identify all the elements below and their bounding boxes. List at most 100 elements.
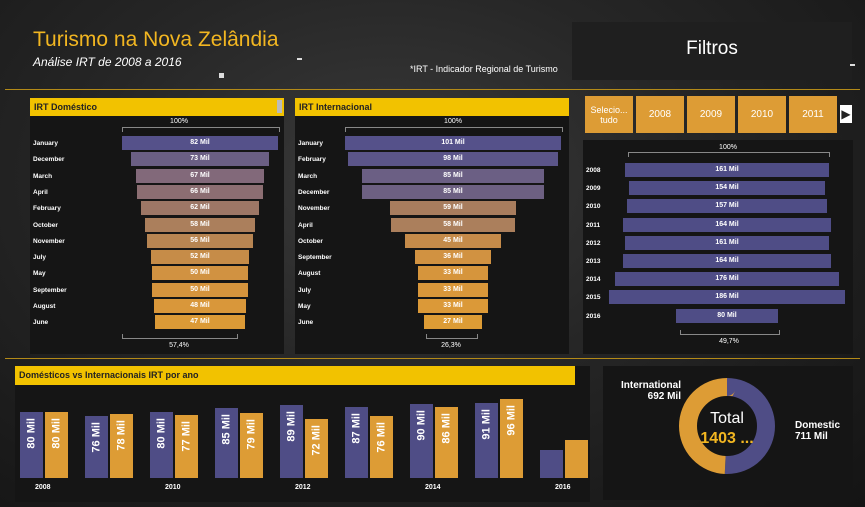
funnel-row-label: December	[298, 188, 330, 196]
funnel-rows: 2008 161 Mil 2009 154 Mil 2010 157 Mil 2011 164…	[583, 163, 853, 325]
slice-name: Domestic	[795, 420, 841, 431]
funnel-bar: 67 Mil	[136, 168, 264, 183]
funnel-row: June 27 Mil	[295, 315, 569, 330]
panel-header: Domésticos vs Internacionais IRT por ano	[15, 366, 575, 385]
slicer-item-select-all[interactable]: Selecio... tudo	[585, 96, 633, 133]
funnel-bar: 161 Mil	[624, 235, 830, 250]
funnel-row: February 62 Mil	[30, 201, 284, 216]
bar-data-label: 85 Mil	[220, 414, 233, 445]
bottom-percentage: 57,4%	[169, 342, 189, 349]
bar-plot: 80 Mil 80 Mil 76 Mil 78 Mil 80 Mil 77 Mil 85 M…	[15, 396, 590, 478]
funnel-bar: 73 Mil	[130, 152, 270, 167]
funnel-bar: 48 Mil	[154, 299, 246, 313]
funnel-rows: January 82 Mil December 73 Mil March 67 Mil Ap…	[30, 136, 284, 330]
funnel-row-label: January	[33, 140, 58, 147]
top-percentage: 100%	[719, 144, 737, 151]
funnel-row-label: September	[298, 254, 332, 262]
funnel-row: May 33 Mil	[295, 299, 569, 314]
funnel-row: October 45 Mil	[295, 233, 569, 249]
funnel-bar: 186 Mil	[609, 290, 845, 305]
slicer-item-2010[interactable]: 2010	[738, 96, 786, 133]
chart-title: Domésticos vs Internacionais IRT por ano	[19, 370, 199, 380]
funnel-row-label: July	[33, 254, 47, 262]
funnel-row-label: July	[298, 286, 312, 294]
slicer-item-2008[interactable]: 2008	[636, 96, 684, 133]
funnel-row-label: October	[33, 221, 58, 229]
year-slicer: Selecio... tudo 2008 2009 2010 2011 ▶	[585, 96, 853, 133]
funnel-bar: 62 Mil	[141, 201, 259, 216]
funnel-row-label: 2016	[586, 312, 601, 320]
bar-2014-international: 86 Mil	[435, 407, 458, 478]
bar-2016-domestic	[540, 450, 563, 478]
funnel-row: March 85 Mil	[295, 168, 569, 184]
decor-dash	[297, 58, 302, 60]
x-tick-label: 2008	[35, 484, 51, 491]
funnel-row: 2014 176 Mil	[583, 272, 853, 287]
bar-data-label: 96 Mil	[505, 405, 518, 436]
funnel-row-label: December	[33, 156, 65, 164]
panel-header: IRT Doméstico	[30, 98, 284, 116]
funnel-bar: 101 Mil	[345, 136, 561, 150]
funnel-row: 2013 164 Mil	[583, 254, 853, 269]
funnel-row: July 52 Mil	[30, 250, 284, 265]
top-bracket	[628, 152, 830, 157]
x-tick-label: 2010	[165, 484, 181, 491]
international-funnel-panel: IRT Internacional 100% January 101 Mil Feb…	[295, 98, 569, 354]
donut-center-value: 1403 ...	[700, 430, 754, 447]
bar-data-label: 78 Mil	[115, 420, 128, 451]
bar-2016-international	[565, 440, 588, 478]
funnel-bar: 36 Mil	[414, 250, 492, 265]
slicer-item-2009[interactable]: 2009	[687, 96, 735, 133]
funnel-row-label: 2011	[586, 221, 601, 229]
bar-2013-international: 76 Mil	[370, 415, 393, 478]
funnel-row-label: October	[298, 237, 323, 245]
donut-label-international: International 692 Mil	[617, 380, 681, 402]
funnel-row-label: November	[33, 237, 65, 245]
funnel-row: 2008 161 Mil	[583, 163, 853, 178]
bar-data-label: 80 Mil	[155, 418, 168, 449]
funnel-row-label: 2014	[586, 276, 601, 284]
bar-2012-domestic: 89 Mil	[280, 405, 303, 478]
decor-dash	[850, 64, 855, 66]
slicer-next-arrow-icon[interactable]: ▶	[840, 105, 852, 123]
funnel-row: July 33 Mil	[295, 282, 569, 298]
funnel-row: April 58 Mil	[295, 217, 569, 233]
funnel-bar: 66 Mil	[137, 184, 263, 199]
bar-2015-domestic: 91 Mil	[475, 403, 498, 478]
funnel-row: December 73 Mil	[30, 152, 284, 167]
funnel-row-label: March	[298, 172, 318, 180]
funnel-row: 2011 164 Mil	[583, 217, 853, 233]
funnel-row-label: June	[33, 319, 49, 327]
funnel-row-label: September	[33, 286, 67, 294]
funnel-bar: 47 Mil	[155, 315, 245, 330]
bar-2009-international: 78 Mil	[110, 414, 133, 478]
slicer-item-2011[interactable]: 2011	[789, 96, 837, 133]
top-bracket	[122, 127, 280, 132]
funnel-row-label: June	[298, 319, 314, 327]
scroll-handle[interactable]	[277, 100, 282, 113]
funnel-bar: 154 Mil	[629, 181, 825, 196]
funnel-row: 2016 80 Mil	[583, 308, 853, 324]
slice-value: 711 Mil	[795, 431, 828, 442]
funnel-bar: 50 Mil	[152, 282, 248, 297]
funnel-bar: 33 Mil	[417, 266, 489, 281]
funnel-row-label: May	[298, 303, 311, 310]
funnel-bar: 164 Mil	[622, 254, 832, 268]
funnel-bar: 80 Mil	[676, 308, 778, 323]
bottom-bracket	[426, 334, 478, 339]
filters-panel[interactable]: Filtros	[572, 22, 852, 80]
bar-2011-domestic: 85 Mil	[215, 408, 238, 478]
funnel-row-label: January	[298, 140, 323, 147]
funnel-row: September 50 Mil	[30, 282, 284, 298]
donut-label-domestic: Domestic 711 Mil	[795, 420, 855, 442]
funnel-row-label: February	[33, 205, 61, 213]
bottom-percentage: 49,7%	[719, 338, 739, 345]
bar-data-label: 90 Mil	[415, 410, 428, 441]
x-tick-label: 2012	[295, 484, 311, 491]
page-title: Turismo na Nova Zelândia	[33, 28, 279, 51]
bar-2009-domestic: 76 Mil	[85, 415, 108, 478]
funnel-row: November 56 Mil	[30, 233, 284, 249]
funnel-row: March 67 Mil	[30, 168, 284, 184]
funnel-row-label: August	[33, 303, 56, 310]
funnel-row: June 47 Mil	[30, 315, 284, 330]
